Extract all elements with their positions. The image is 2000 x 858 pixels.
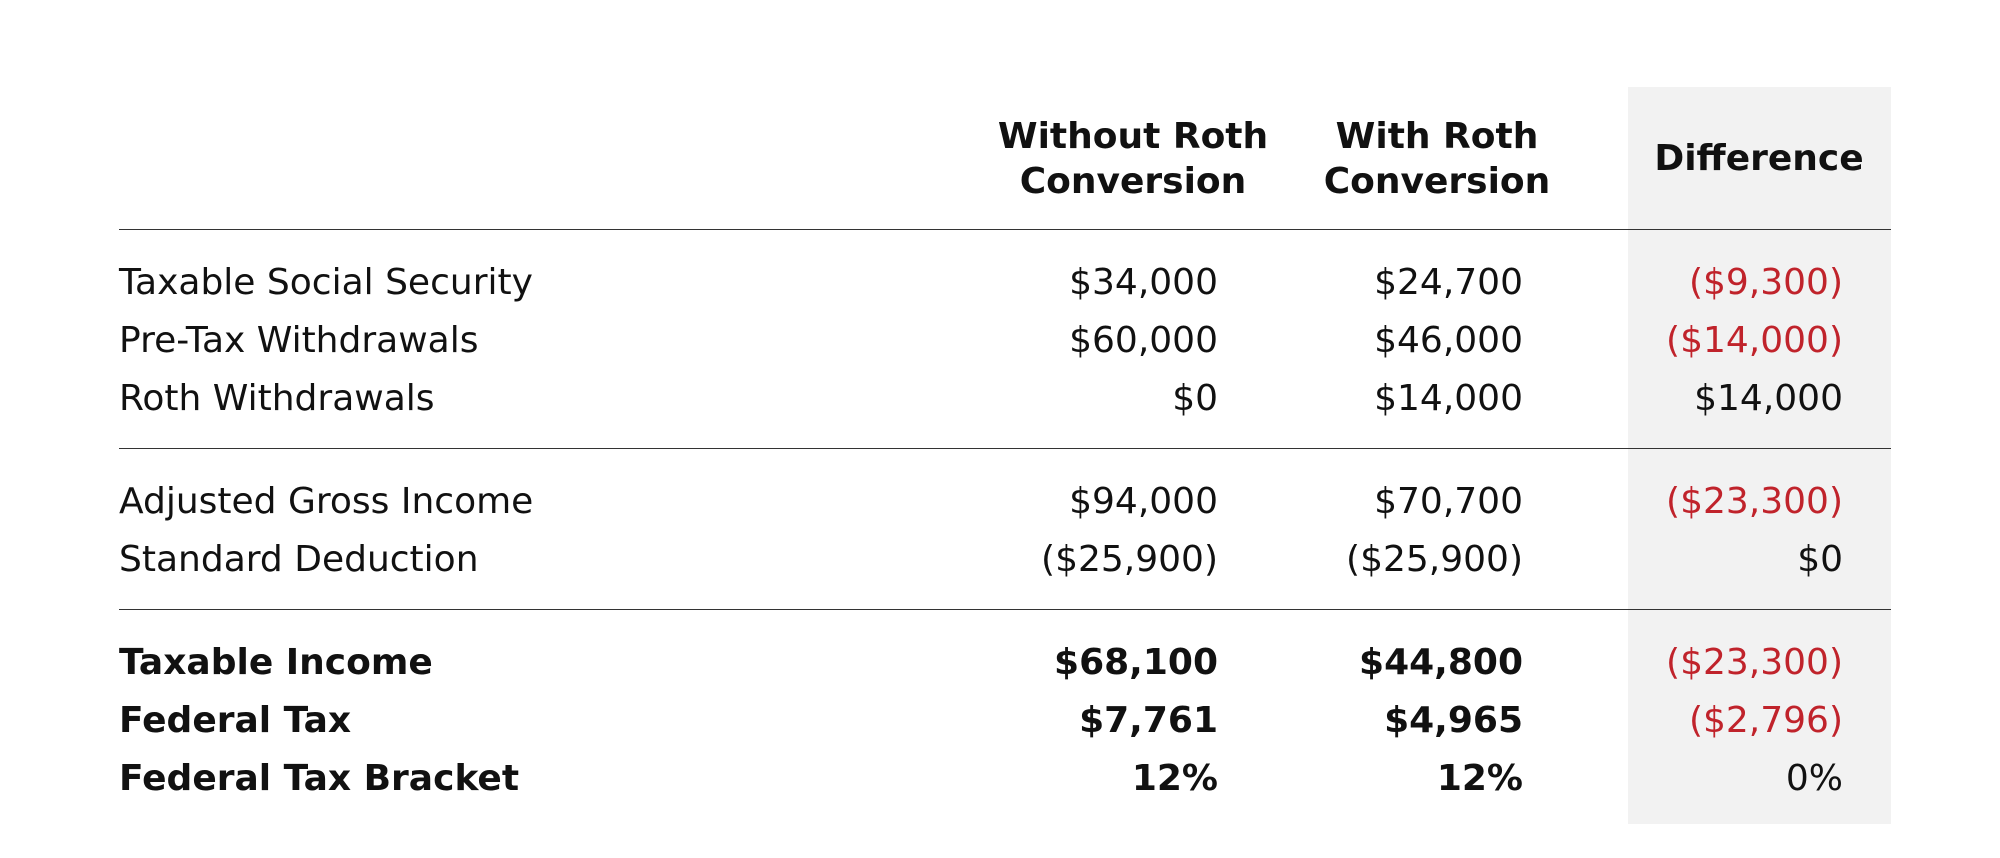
- column-header: Difference: [1654, 138, 1864, 179]
- cell-value: $4,965: [1384, 700, 1523, 741]
- cell-value: $70,700: [1374, 481, 1523, 522]
- column-header: With Roth Conversion: [1323, 116, 1551, 202]
- cell-value: ($14,000): [1666, 320, 1843, 361]
- cell-value: $94,000: [1069, 481, 1218, 522]
- divider: [119, 448, 1891, 449]
- cell-value: $0: [1797, 539, 1843, 580]
- row-label: Roth Withdrawals: [119, 378, 435, 419]
- cell-value: $68,100: [1054, 642, 1218, 683]
- cell-value: 0%: [1785, 758, 1843, 799]
- cell-value: $46,000: [1374, 320, 1523, 361]
- cell-value: $24,700: [1374, 262, 1523, 303]
- row-label: Federal Tax: [119, 700, 352, 741]
- cell-value: ($23,300): [1666, 642, 1843, 683]
- cell-value: $60,000: [1069, 320, 1218, 361]
- cell-value: $14,000: [1694, 378, 1843, 419]
- divider: [119, 609, 1891, 610]
- row-label: Federal Tax Bracket: [119, 758, 520, 799]
- cell-value: $0: [1172, 378, 1218, 419]
- row-label: Adjusted Gross Income: [119, 481, 534, 522]
- cell-value: $44,800: [1359, 642, 1523, 683]
- cell-value: ($2,796): [1688, 700, 1843, 741]
- cell-value: ($25,900): [1346, 539, 1523, 580]
- cell-value: ($25,900): [1041, 539, 1218, 580]
- row-label: Standard Deduction: [119, 539, 479, 580]
- difference-column-background: [1628, 87, 1891, 824]
- cell-value: ($9,300): [1688, 262, 1843, 303]
- cell-value: $7,761: [1079, 700, 1218, 741]
- row-label: Pre-Tax Withdrawals: [119, 320, 479, 361]
- cell-value: 12%: [1436, 758, 1523, 799]
- cell-value: ($23,300): [1666, 481, 1843, 522]
- column-header: Without Roth Conversion: [997, 116, 1269, 202]
- cell-value: 12%: [1131, 758, 1218, 799]
- cell-value: $34,000: [1069, 262, 1218, 303]
- row-label: Taxable Income: [119, 642, 433, 683]
- divider: [119, 229, 1891, 230]
- cell-value: $14,000: [1374, 378, 1523, 419]
- row-label: Taxable Social Security: [119, 262, 533, 303]
